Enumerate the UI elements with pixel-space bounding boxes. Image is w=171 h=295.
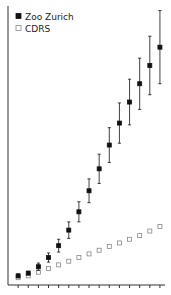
series <box>16 11 162 278</box>
point <box>87 252 91 256</box>
error-bar <box>108 128 111 163</box>
point <box>26 271 30 275</box>
point <box>138 234 142 238</box>
error-bar <box>148 36 151 95</box>
error-bar <box>57 239 60 252</box>
point <box>158 45 162 49</box>
point <box>107 245 111 249</box>
point <box>128 237 132 241</box>
point <box>67 228 71 232</box>
axes <box>8 6 165 288</box>
point <box>77 256 81 260</box>
error-bar <box>27 271 30 275</box>
x-tick <box>28 285 29 288</box>
error-bar <box>138 58 141 109</box>
legend-swatch <box>16 26 21 31</box>
x-tick <box>68 285 69 288</box>
point <box>67 259 71 263</box>
point <box>57 263 61 267</box>
error-bar <box>17 274 20 278</box>
point <box>16 274 20 278</box>
point <box>117 121 121 125</box>
legend-swatch <box>16 14 21 19</box>
error-bar <box>118 103 121 143</box>
error-bar <box>98 154 101 183</box>
error-bar <box>47 253 50 262</box>
point <box>107 143 111 147</box>
legend: Zoo Zurich CDRS <box>16 12 74 34</box>
point <box>128 100 132 104</box>
x-tick <box>78 285 79 288</box>
point <box>77 210 81 214</box>
point <box>117 241 121 245</box>
point <box>47 267 51 271</box>
plot-area <box>16 11 162 280</box>
point <box>148 63 152 67</box>
x-tick <box>129 285 130 288</box>
x-tick <box>48 285 49 288</box>
x-tick <box>139 285 140 288</box>
error-bar <box>37 263 40 270</box>
x-tick <box>58 285 59 288</box>
point <box>36 270 40 274</box>
point <box>47 256 51 260</box>
series <box>16 224 162 279</box>
x-tick <box>159 285 160 288</box>
error-bar <box>87 179 90 203</box>
x-tick <box>89 285 90 288</box>
x-tick <box>149 285 150 288</box>
error-bar <box>158 11 161 84</box>
legend-label: CDRS <box>25 24 50 34</box>
point <box>138 82 142 86</box>
error-bar <box>77 202 80 222</box>
point <box>158 224 162 228</box>
point <box>148 229 152 233</box>
x-tick <box>99 285 100 288</box>
point <box>57 244 61 248</box>
point <box>97 248 101 252</box>
point <box>87 189 91 193</box>
x-axis-line <box>8 285 165 286</box>
error-bar <box>128 79 131 125</box>
chart: Zoo Zurich CDRS <box>0 0 171 295</box>
point <box>36 265 40 269</box>
point <box>97 167 101 171</box>
legend-label: Zoo Zurich <box>25 12 74 22</box>
x-tick <box>38 285 39 288</box>
error-bar <box>67 222 70 238</box>
x-tick <box>109 285 110 288</box>
y-axis-line <box>8 6 9 285</box>
x-tick <box>18 285 19 288</box>
x-tick <box>119 285 120 288</box>
